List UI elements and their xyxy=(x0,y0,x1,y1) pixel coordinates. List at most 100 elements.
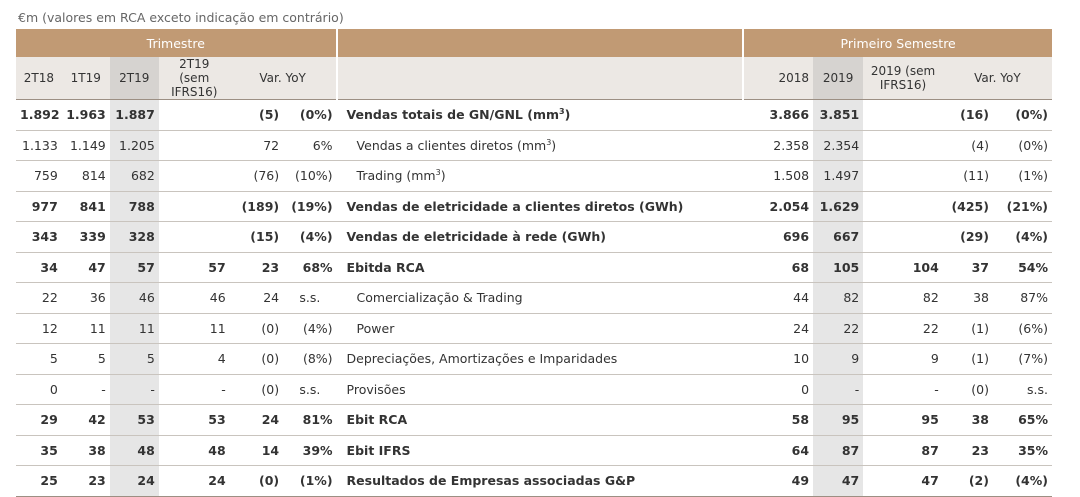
value-2019-sem-ifrs16: 104 xyxy=(863,252,943,283)
col-header-var-yoy-quarter: Var. YoY xyxy=(229,57,337,100)
row-label: Ebit IFRS xyxy=(336,435,744,466)
col-header-1t19: 1T19 xyxy=(61,57,110,100)
value-var-pct-quarter: (4%) xyxy=(283,221,337,253)
value-1t19: 1.149 xyxy=(61,130,110,161)
row-label-text: Resultados de Empresas associadas G&P xyxy=(346,473,636,489)
col-header-2018: 2018 xyxy=(743,57,814,100)
value-var-pct-quarter: s.s. xyxy=(283,374,337,405)
value-1t19: 38 xyxy=(61,435,110,466)
row-label: Vendas a clientes diretos (mm3) xyxy=(336,130,744,161)
row-label-text: Vendas a clientes diretos (mm xyxy=(356,137,547,153)
value-2t19-sem-ifrs16 xyxy=(158,99,230,131)
value-1t19: 5 xyxy=(61,343,110,375)
value-2019-sem-ifrs16: - xyxy=(863,374,943,405)
value-var-pct-semester: (0%) xyxy=(992,130,1052,161)
row-label-text: Vendas de eletricidade a clientes direto… xyxy=(346,198,684,214)
group-header-row: Trimestre Primeiro Semestre xyxy=(16,29,1052,57)
value-2t19: 24 xyxy=(109,465,159,497)
value-var-pct-quarter: s.s. xyxy=(283,282,337,314)
value-2t19: 328 xyxy=(109,221,159,253)
row-label-text: Ebit RCA xyxy=(346,412,408,428)
table-row: 0- - - (0) s.s. Provisões 0- - (0) s.s. xyxy=(16,374,1052,405)
col-header-2t19: 2T19 xyxy=(109,57,159,100)
table-row: 1.892 1.963 1.887 (5) (0%) Vendas totais de G… xyxy=(16,99,1052,131)
table-row: 22 36 46 46 24 s.s. Comercialização & Trading 4… xyxy=(16,282,1052,314)
value-var-pct-quarter: (0%) xyxy=(283,99,337,131)
value-var-pct-semester: 65% xyxy=(992,404,1052,436)
value-2019-sem-ifrs16 xyxy=(863,221,943,253)
value-2019: 95 xyxy=(813,404,864,436)
value-2t18: 1.133 xyxy=(16,130,62,161)
value-2t19: 5 xyxy=(109,343,159,375)
value-1t19: 1.963 xyxy=(61,99,110,131)
table-row: 34 47 57 57 23 68% Ebitda RCA 68 105 104 37 54% xyxy=(16,252,1052,283)
value-1t19: 841 xyxy=(61,191,110,222)
value-2t19: 48 xyxy=(109,435,159,466)
value-2019: 1.629 xyxy=(813,191,864,222)
row-label-superscript: 3 xyxy=(546,137,552,147)
value-2t19: 1.205 xyxy=(109,130,159,161)
row-label: Ebit RCA xyxy=(336,404,744,436)
group-header-quarter: Trimestre xyxy=(16,29,337,57)
row-label: Depreciações, Amortizações e Imparidades xyxy=(336,343,744,375)
group-header-semester: Primeiro Semestre xyxy=(743,29,1052,57)
table-row: 343 339 328 (15) (4%) Vendas de eletricidade … xyxy=(16,221,1052,253)
value-2t19: 46 xyxy=(109,282,159,314)
value-2t18: 12 xyxy=(16,313,62,344)
value-var-abs-semester: (2) xyxy=(942,465,993,497)
row-label-text: Vendas de eletricidade à rede (GWh) xyxy=(346,229,606,245)
table-row: 977 841 788 (189) (19%) Vendas de eletricidad… xyxy=(16,191,1052,222)
row-label-end: ) xyxy=(564,107,571,123)
value-var-abs-quarter: (189) xyxy=(229,191,284,222)
value-var-pct-semester: 35% xyxy=(992,435,1052,466)
value-2019: 105 xyxy=(813,252,864,283)
value-2t18: 22 xyxy=(16,282,62,314)
value-2018: 3.866 xyxy=(743,99,814,131)
value-1t19: 11 xyxy=(61,313,110,344)
value-var-pct-semester: (4%) xyxy=(992,221,1052,253)
value-2018: 1.508 xyxy=(743,160,814,192)
column-header-row: 2T18 1T19 2T19 2T19 (sem IFRS16) Var. Yo… xyxy=(16,57,1052,100)
value-2019-sem-ifrs16: 82 xyxy=(863,282,943,314)
value-2t18: 34 xyxy=(16,252,62,283)
value-var-abs-semester: 38 xyxy=(942,282,993,314)
value-2t18: 1.892 xyxy=(16,99,62,131)
value-var-pct-quarter: (8%) xyxy=(283,343,337,375)
row-label: Vendas totais de GN/GNL (mm3) xyxy=(336,99,744,131)
value-var-abs-semester: (0) xyxy=(942,374,993,405)
value-2t19-sem-ifrs16 xyxy=(158,191,230,222)
value-1t19: 339 xyxy=(61,221,110,253)
value-2019: 22 xyxy=(813,313,864,344)
value-2018: 2.054 xyxy=(743,191,814,222)
table-row: 12 11 11 11 (0) (4%) Power 24 22 22 (1) (6%) xyxy=(16,313,1052,344)
col-header-2019: 2019 xyxy=(813,57,864,100)
row-label-text: Ebit IFRS xyxy=(346,442,411,458)
value-2t19: - xyxy=(109,374,159,405)
value-var-abs-semester: (29) xyxy=(942,221,993,253)
row-label: Trading (mm3) xyxy=(336,160,744,192)
value-2018: 64 xyxy=(743,435,814,466)
value-2018: 68 xyxy=(743,252,814,283)
value-var-abs-semester: (425) xyxy=(942,191,993,222)
value-2018: 24 xyxy=(743,313,814,344)
row-label-text: Depreciações, Amortizações e Imparidades xyxy=(346,351,618,367)
value-var-pct-semester: s.s. xyxy=(992,374,1052,405)
value-var-abs-quarter: (76) xyxy=(229,160,284,192)
value-2018: 49 xyxy=(743,465,814,497)
table-row: 759 814 682 (76) (10%) Trading (mm3) 1.508 1.49… xyxy=(16,160,1052,192)
value-var-abs-semester: 38 xyxy=(942,404,993,436)
value-var-pct-quarter: (10%) xyxy=(283,160,337,192)
row-label: Vendas de eletricidade à rede (GWh) xyxy=(336,221,744,253)
value-var-pct-semester: (7%) xyxy=(992,343,1052,375)
value-2019: 1.497 xyxy=(813,160,864,192)
value-var-pct-quarter: (4%) xyxy=(283,313,337,344)
value-2t19: 57 xyxy=(109,252,159,283)
value-2019: 667 xyxy=(813,221,864,253)
row-label-text: Ebitda RCA xyxy=(346,259,425,275)
value-2018: 696 xyxy=(743,221,814,253)
value-var-abs-quarter: (5) xyxy=(229,99,284,131)
value-var-abs-quarter: 72 xyxy=(229,130,284,161)
value-2019-sem-ifrs16 xyxy=(863,130,943,161)
value-var-pct-semester: (21%) xyxy=(992,191,1052,222)
row-label: Vendas de eletricidade a clientes direto… xyxy=(336,191,744,222)
